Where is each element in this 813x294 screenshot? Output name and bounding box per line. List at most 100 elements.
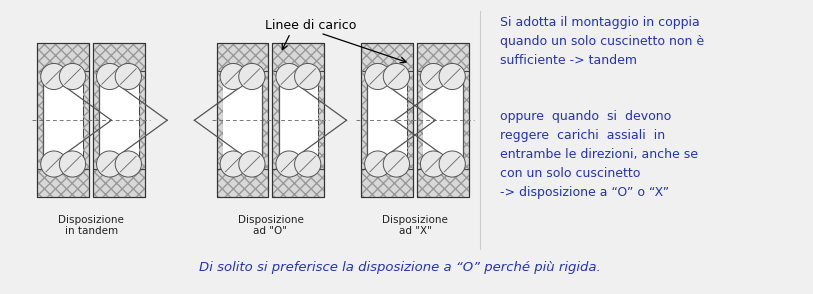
Text: Disposizione
ad "X": Disposizione ad "X" (382, 215, 448, 236)
Bar (272, 71, 279, 169)
Circle shape (97, 64, 123, 90)
Bar (424, 82, 463, 159)
Circle shape (59, 151, 85, 177)
Bar (43, 71, 83, 82)
Bar (279, 71, 318, 82)
Bar (318, 71, 324, 169)
Circle shape (276, 151, 302, 177)
Bar (216, 44, 268, 197)
Bar (37, 169, 89, 197)
Bar (216, 169, 268, 197)
Bar (463, 71, 469, 169)
Circle shape (239, 151, 265, 177)
Bar (318, 71, 324, 169)
Bar (279, 159, 318, 169)
Bar (37, 44, 89, 197)
Bar (37, 44, 89, 71)
Bar (43, 159, 83, 169)
Bar (272, 44, 324, 71)
Bar (361, 71, 367, 169)
Bar (417, 169, 469, 197)
Circle shape (41, 151, 67, 177)
Bar (37, 71, 43, 169)
Circle shape (364, 151, 391, 177)
Bar (361, 44, 413, 197)
Bar (99, 71, 139, 82)
Circle shape (383, 64, 410, 90)
Bar (272, 44, 324, 197)
Bar (424, 71, 463, 82)
Circle shape (41, 64, 67, 90)
Bar (361, 44, 413, 71)
Bar (93, 44, 145, 71)
Bar (417, 71, 424, 169)
Bar (361, 169, 413, 197)
Bar (272, 71, 279, 169)
Circle shape (97, 151, 123, 177)
Text: Linee di carico: Linee di carico (265, 19, 356, 32)
Bar (216, 71, 223, 169)
Circle shape (439, 64, 465, 90)
Circle shape (115, 151, 141, 177)
Bar (93, 169, 145, 197)
Text: Si adotta il montaggio in coppia
quando un solo cuscinetto non è
sufficiente -> : Si adotta il montaggio in coppia quando … (500, 16, 704, 67)
Circle shape (115, 64, 141, 90)
Bar (279, 82, 318, 159)
Bar (361, 44, 413, 71)
Bar (223, 159, 263, 169)
Circle shape (420, 151, 446, 177)
Bar (223, 71, 263, 82)
Bar (361, 169, 413, 197)
Bar (37, 44, 89, 71)
Circle shape (220, 64, 246, 90)
Text: Disposizione
in tandem: Disposizione in tandem (59, 215, 124, 236)
Circle shape (294, 151, 321, 177)
Bar (93, 44, 145, 197)
Circle shape (220, 151, 246, 177)
Bar (424, 159, 463, 169)
Circle shape (364, 64, 391, 90)
Bar (406, 71, 413, 169)
Bar (139, 71, 145, 169)
Bar (43, 82, 83, 159)
Bar (417, 44, 469, 197)
Bar (272, 44, 324, 71)
Bar (223, 82, 263, 159)
Bar (93, 71, 99, 169)
Text: oppure  quando  si  devono
reggere  carichi  assiali  in
entrambe le direzioni, : oppure quando si devono reggere carichi … (500, 110, 698, 199)
Bar (93, 71, 99, 169)
Bar (406, 71, 413, 169)
Bar (272, 169, 324, 197)
Bar (139, 71, 145, 169)
Bar (216, 44, 268, 71)
Bar (417, 44, 469, 71)
Bar (83, 71, 89, 169)
Bar (37, 169, 89, 197)
Bar (216, 169, 268, 197)
Circle shape (383, 151, 410, 177)
Bar (367, 71, 406, 82)
Text: Di solito si preferisce la disposizione a “O” perché più rigida.: Di solito si preferisce la disposizione … (199, 261, 601, 274)
Bar (417, 169, 469, 197)
Bar (417, 71, 424, 169)
Bar (216, 44, 268, 71)
Bar (93, 44, 145, 71)
Bar (263, 71, 268, 169)
Bar (367, 82, 406, 159)
Bar (216, 71, 223, 169)
Bar (93, 169, 145, 197)
Circle shape (439, 151, 465, 177)
Circle shape (420, 64, 446, 90)
Bar (99, 82, 139, 159)
Bar (417, 44, 469, 71)
Bar (361, 71, 367, 169)
Bar (37, 71, 43, 169)
Bar (463, 71, 469, 169)
Circle shape (59, 64, 85, 90)
Circle shape (294, 64, 321, 90)
Text: Disposizione
ad "O": Disposizione ad "O" (237, 215, 303, 236)
Bar (263, 71, 268, 169)
Circle shape (239, 64, 265, 90)
Bar (272, 169, 324, 197)
Bar (367, 159, 406, 169)
